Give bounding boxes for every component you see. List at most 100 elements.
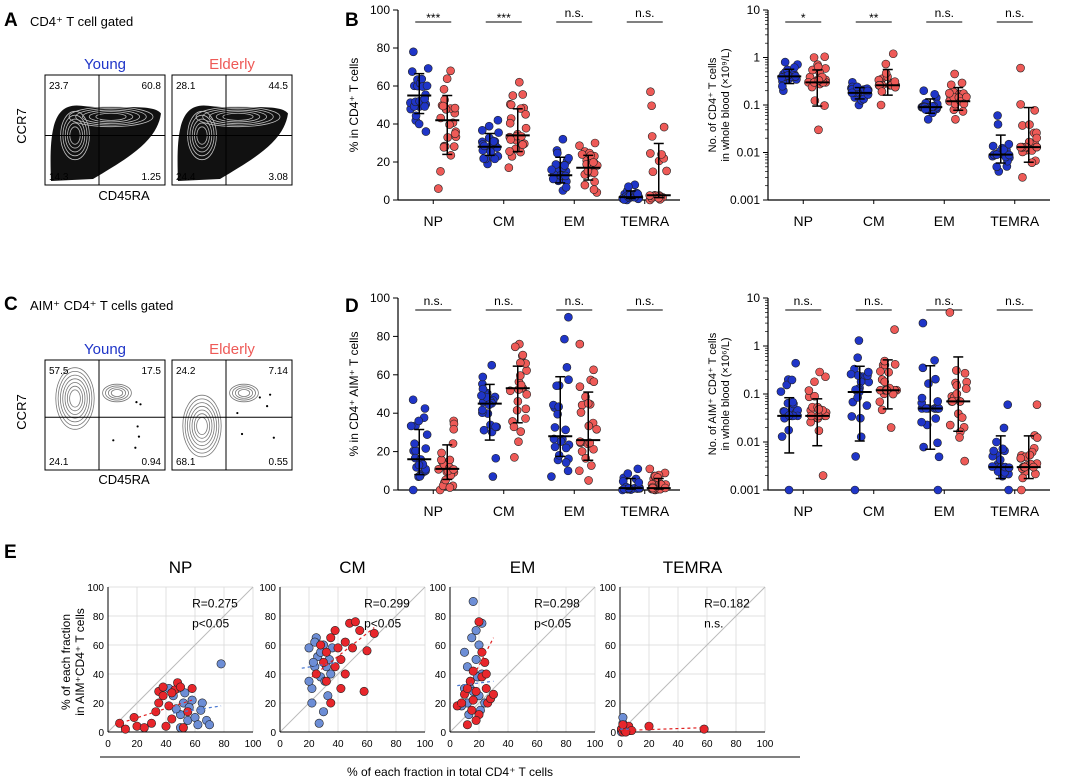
young-point <box>423 64 433 73</box>
elderly-point <box>814 125 823 135</box>
young-point <box>196 705 206 715</box>
elderly-point <box>369 628 379 638</box>
flow-young-contour <box>107 387 127 399</box>
elderly-point <box>951 114 960 124</box>
elderly-point <box>645 464 655 474</box>
elderly-point <box>575 382 585 391</box>
y-tick-label: 60 <box>435 641 447 652</box>
category-label: CM <box>863 213 885 229</box>
flow-elderly-contour <box>232 385 256 401</box>
y-tick-label: 0 <box>610 728 616 739</box>
elderly-point <box>886 423 896 432</box>
y-tick-label: 0.001 <box>730 193 760 207</box>
flow-elderly-q-ll: 68.1 <box>176 457 196 468</box>
x-tick-label: 80 <box>560 739 572 750</box>
x-tick-label: 20 <box>473 739 485 750</box>
young-point <box>478 372 488 382</box>
elderly-point <box>471 686 481 696</box>
category-label: CM <box>493 503 515 519</box>
flow-elderly-event <box>258 396 261 399</box>
x-tick-label: 0 <box>277 739 283 750</box>
young-fit-line <box>301 661 339 669</box>
elderly-fit-line <box>456 637 495 708</box>
y-tick-label: 0.1 <box>743 387 760 401</box>
elderly-point <box>648 167 658 177</box>
elderly-point <box>818 471 828 480</box>
elderly-point <box>457 698 467 708</box>
young-point <box>326 669 336 679</box>
y-tick-label: 40 <box>377 406 391 420</box>
x-tick-label: 0 <box>105 739 111 750</box>
elderly-point <box>1032 133 1042 143</box>
elderly-point <box>575 466 584 476</box>
x-tick-label: 100 <box>757 739 774 750</box>
elderly-point <box>576 408 586 417</box>
panel-e-ylabel-1: % of each fraction <box>59 614 73 710</box>
elderly-point <box>589 444 598 454</box>
panel-e-correlations: E % of each fraction in AIM⁺CD4⁺ T cells… <box>4 542 800 779</box>
y-tick-label: 60 <box>377 79 391 93</box>
elderly-point <box>449 142 459 151</box>
elderly-fit-line <box>311 627 375 678</box>
elderly-point <box>1018 173 1027 182</box>
significance-label: *** <box>426 11 440 25</box>
y-tick-label: 60 <box>93 641 105 652</box>
young-point <box>624 182 633 191</box>
young-point <box>471 625 481 635</box>
elderly-point <box>129 712 139 722</box>
elderly-point <box>164 701 174 711</box>
elderly-point <box>876 100 886 110</box>
young-point <box>561 425 570 435</box>
flow-young-contour <box>88 111 134 123</box>
young-point <box>308 657 318 667</box>
young-point <box>558 134 568 144</box>
category-label: CM <box>493 213 515 229</box>
y-tick-label: 20 <box>265 699 277 710</box>
young-fit-line <box>457 680 494 687</box>
flow-young-event <box>134 446 137 449</box>
elderly-point <box>167 714 177 724</box>
category-label: TEMRA <box>620 213 670 229</box>
significance-label: n.s. <box>565 6 584 20</box>
young-point <box>999 423 1009 433</box>
y-axis-label-1: No. of AIM⁺ CD4⁺ T cells <box>707 332 719 455</box>
young-point <box>561 443 571 453</box>
x-tick-label: 80 <box>390 739 402 750</box>
y-tick-label: 0.01 <box>737 435 761 449</box>
elderly-point <box>521 110 530 119</box>
y-tick-label: 10 <box>747 3 761 17</box>
elderly-point <box>575 437 585 446</box>
elderly-point <box>355 625 365 635</box>
y-tick-label: 40 <box>435 670 447 681</box>
elderly-point <box>450 103 460 113</box>
flow-elderly-contour <box>189 405 215 447</box>
flow-elderly-event <box>266 405 269 408</box>
stat-p: n.s. <box>704 617 723 631</box>
flow-young-contour <box>105 385 129 401</box>
flow-young-contour <box>69 389 81 408</box>
panel-e-xlabel: % of each fraction in total CD4⁺ T cells <box>347 765 553 779</box>
elderly-point <box>1030 106 1039 115</box>
young-point <box>988 141 998 151</box>
elderly-point <box>877 405 887 415</box>
young-point <box>776 387 786 396</box>
significance-label: n.s. <box>794 294 813 308</box>
young-point <box>791 358 800 368</box>
y-tick-label: 60 <box>265 641 277 652</box>
young-point <box>304 643 314 653</box>
elderly-point <box>957 413 967 422</box>
elderly-point <box>120 724 130 734</box>
y-axis-label-2: in whole blood (×10⁹/L) <box>720 48 732 161</box>
elderly-point <box>436 167 445 176</box>
elderly-point <box>587 461 596 470</box>
x-tick-label: 100 <box>417 739 434 750</box>
young-point <box>847 412 857 421</box>
elderly-point <box>876 367 885 376</box>
significance-label: n.s. <box>635 6 654 20</box>
young-point <box>846 369 856 379</box>
panel-a-ylabel: CCR7 <box>14 108 29 143</box>
y-tick-label: 0 <box>440 728 446 739</box>
elderly-point <box>589 377 599 386</box>
young-fit-line <box>173 705 222 714</box>
flow-elderly-q-ul: 24.2 <box>176 366 196 377</box>
